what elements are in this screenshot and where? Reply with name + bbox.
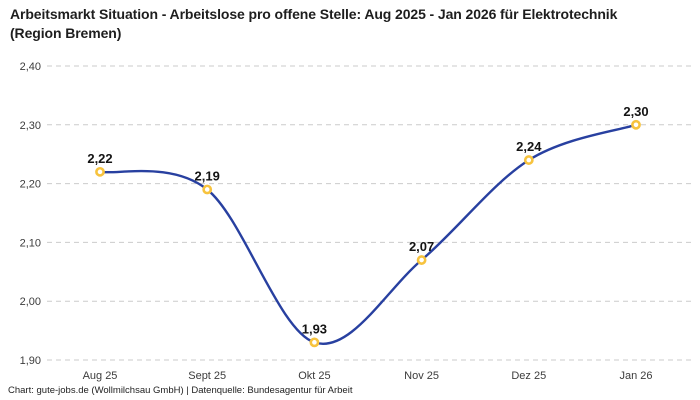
data-point-label: 2,22: [87, 151, 112, 166]
x-axis-label: Dez 25: [511, 370, 546, 382]
data-point-marker[interactable]: [202, 184, 213, 195]
data-point-marker[interactable]: [631, 119, 641, 130]
data-point-label: 2,30: [623, 104, 648, 119]
data-point-marker[interactable]: [309, 337, 320, 348]
data-point-marker[interactable]: [416, 255, 427, 265]
x-axis-label: Sept 25: [188, 370, 226, 382]
y-axis-tick-label: 2,30: [20, 120, 41, 132]
series-line: [98, 123, 638, 346]
y-axis-tick-label: 2,00: [20, 296, 41, 308]
data-point-marker[interactable]: [523, 155, 534, 165]
data-point-label: 2,07: [409, 239, 434, 254]
chart-title: Arbeitsmarkt Situation - Arbeitslose pro…: [10, 6, 618, 41]
x-axis-label: Aug 25: [83, 370, 118, 382]
data-point-label: 2,19: [195, 168, 220, 183]
x-axis-label: Jan 26: [619, 370, 652, 382]
data-point-label: 1,93: [302, 321, 327, 336]
data-point-label: 2,24: [516, 139, 542, 154]
chart-credit: Chart: gute-jobs.de (Wollmilchsau GmbH) …: [8, 385, 353, 396]
x-axis-label: Nov 25: [404, 370, 439, 382]
y-axis-tick-label: 1,90: [20, 355, 41, 367]
x-axis-label: Okt 25: [298, 370, 330, 382]
y-axis-tick-label: 2,10: [20, 237, 41, 249]
data-point-marker[interactable]: [95, 166, 105, 177]
y-axis-tick-label: 2,20: [20, 179, 41, 191]
y-axis-tick-label: 2,40: [20, 61, 41, 73]
